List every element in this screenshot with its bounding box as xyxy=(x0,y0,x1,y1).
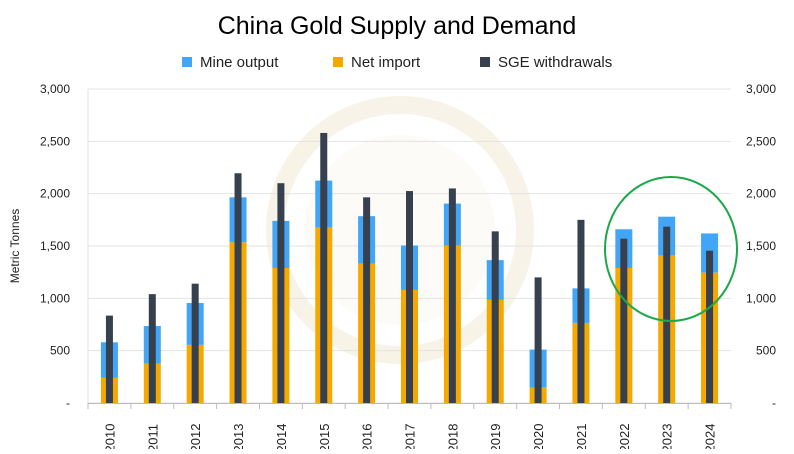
legend-label: SGE withdrawals xyxy=(498,54,612,71)
x-tick-label: 2014 xyxy=(274,424,289,449)
legend: Mine output Net import SGE withdrawals xyxy=(182,54,612,71)
x-tick-label: 2019 xyxy=(488,424,503,449)
y-axis-left: - 500 1,000 1,500 2,000 2,500 3,000 xyxy=(40,82,70,410)
bar-sge-withdrawals-2018 xyxy=(448,188,456,403)
y-tick-label-right: 2,000 xyxy=(746,187,776,201)
y-tick-label-left: 2,000 xyxy=(40,187,70,201)
bar-sge-withdrawals-2023 xyxy=(663,226,671,403)
legend-swatch-mine-output xyxy=(182,57,192,67)
bar-sge-withdrawals-2013 xyxy=(234,173,242,403)
y-tick-label-left: 1,000 xyxy=(40,291,70,305)
x-tick-label: 2016 xyxy=(360,424,375,449)
x-tick-label: 2024 xyxy=(703,424,718,449)
bar-sge-withdrawals-2020 xyxy=(534,277,542,403)
bar-sge-withdrawals-2021 xyxy=(577,219,585,403)
y-tick-label-left: 500 xyxy=(50,344,70,358)
bar-sge-withdrawals-2019 xyxy=(491,231,499,403)
bar-sge-withdrawals-2010 xyxy=(105,315,113,403)
bar-sge-withdrawals-2022 xyxy=(620,238,628,403)
y-tick-label-left: 1,500 xyxy=(40,239,70,253)
bar-sge-withdrawals-2015 xyxy=(320,132,328,403)
y-tick-label-right: 2,500 xyxy=(746,134,776,148)
y-tick-label-right: 500 xyxy=(756,344,776,358)
x-tick-label: 2012 xyxy=(188,424,203,449)
x-tick-label: 2020 xyxy=(531,424,546,449)
x-tick-label: 2011 xyxy=(145,424,160,449)
bar-sge-withdrawals-2024 xyxy=(706,250,714,403)
bars xyxy=(100,132,719,403)
y-tick-label-left: 2,500 xyxy=(40,134,70,148)
legend-swatch-net-import xyxy=(333,57,343,67)
x-tick-label: 2023 xyxy=(660,424,675,449)
x-tick-label: 2018 xyxy=(445,424,460,449)
x-tick-label: 2022 xyxy=(617,424,632,449)
legend-label: Mine output xyxy=(200,54,279,71)
highlight-circle xyxy=(604,176,738,322)
bar-sge-withdrawals-2016 xyxy=(363,197,371,403)
y-tick-label-right: 1,000 xyxy=(746,291,776,305)
y-axis-right: - 500 1,000 1,500 2,000 2,500 3,000 xyxy=(746,82,776,410)
x-tick-label: 2010 xyxy=(102,424,117,449)
x-tick-label: 2015 xyxy=(317,424,332,449)
y-tick-label-right: 1,500 xyxy=(746,239,776,253)
y-axis-label: Metric Tonnes xyxy=(8,209,22,283)
x-axis: 2010 2011 2012 2013 2014 2015 2016 2017 2018 2019… xyxy=(87,403,732,452)
y-tick-label-left: 3,000 xyxy=(40,82,70,96)
bar-sge-withdrawals-2012 xyxy=(191,283,199,403)
y-tick-label-left: - xyxy=(66,396,70,410)
y-tick-label-right: 3,000 xyxy=(746,82,776,96)
chart-title: China Gold Supply and Demand xyxy=(218,12,577,40)
x-tick-label: 2013 xyxy=(231,424,246,449)
legend-label: Net import xyxy=(351,54,421,71)
y-tick-label-right: - xyxy=(772,396,776,410)
x-tick-label: 2021 xyxy=(574,424,589,449)
legend-swatch-sge-withdrawals xyxy=(480,57,490,67)
x-tick-label: 2017 xyxy=(403,424,418,449)
bar-sge-withdrawals-2017 xyxy=(406,191,413,403)
bar-sge-withdrawals-2014 xyxy=(277,183,285,403)
bar-sge-withdrawals-2011 xyxy=(148,294,156,403)
